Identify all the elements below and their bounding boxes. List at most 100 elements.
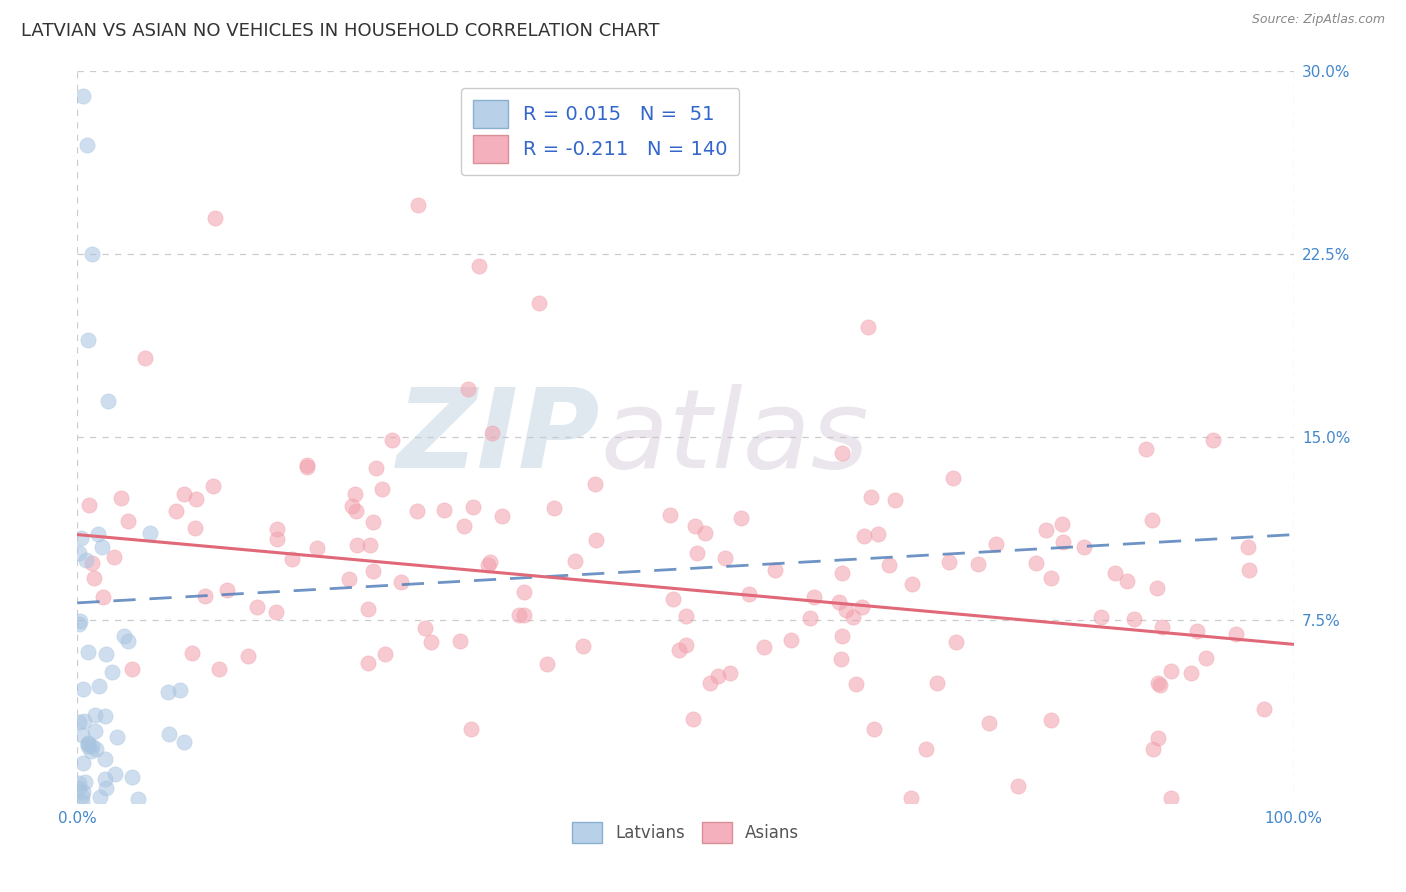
Text: atlas: atlas <box>600 384 869 491</box>
Point <box>201 479 224 493</box>
Point <box>101 665 124 679</box>
Point <box>835 603 858 617</box>
Point <box>117 633 139 648</box>
Point <box>72 728 94 742</box>
Point <box>94 781 117 796</box>
Point <box>718 666 741 681</box>
Point <box>361 515 384 529</box>
Point <box>89 790 111 805</box>
Legend: Latvians, Asians: Latvians, Asians <box>565 815 806 849</box>
Point <box>419 635 441 649</box>
Point <box>97 393 120 408</box>
Point <box>977 716 1000 731</box>
Point <box>1073 540 1095 554</box>
Point <box>77 333 100 347</box>
Point <box>357 657 380 671</box>
Point <box>346 504 368 518</box>
Point <box>763 563 786 577</box>
Point <box>1007 779 1029 793</box>
Point <box>381 433 404 447</box>
Point <box>1135 442 1157 456</box>
Point <box>356 601 378 615</box>
Point <box>860 490 883 504</box>
Point <box>90 540 112 554</box>
Point <box>1147 676 1170 690</box>
Point <box>83 723 105 738</box>
Point <box>346 538 368 552</box>
Point <box>884 493 907 508</box>
Point <box>1237 563 1260 577</box>
Point <box>477 558 499 572</box>
Point <box>668 643 690 657</box>
Point <box>1123 612 1146 626</box>
Point <box>966 557 988 571</box>
Point <box>1052 517 1074 532</box>
Point <box>72 88 94 103</box>
Point <box>453 518 475 533</box>
Point <box>460 723 482 737</box>
Point <box>1142 742 1164 756</box>
Point <box>406 504 429 518</box>
Point <box>828 594 851 608</box>
Point <box>529 296 551 310</box>
Point <box>1104 566 1126 580</box>
Point <box>73 714 96 728</box>
Point <box>1052 535 1074 549</box>
Point <box>70 531 93 545</box>
Point <box>104 767 127 781</box>
Point <box>830 652 852 666</box>
Point <box>157 727 180 741</box>
Point <box>72 756 94 770</box>
Point <box>714 551 737 566</box>
Point <box>433 502 456 516</box>
Point <box>925 676 948 690</box>
Point <box>572 639 595 653</box>
Point <box>683 518 706 533</box>
Point <box>73 775 96 789</box>
Point <box>901 576 924 591</box>
Point <box>266 522 288 536</box>
Point <box>1160 791 1182 805</box>
Point <box>856 320 879 334</box>
Point <box>94 647 117 661</box>
Point <box>449 634 471 648</box>
Point <box>77 737 100 751</box>
Point <box>845 677 868 691</box>
Point <box>69 615 91 629</box>
Point <box>84 708 107 723</box>
Point <box>165 503 187 517</box>
Point <box>80 556 103 570</box>
Point <box>693 525 716 540</box>
Point <box>938 556 960 570</box>
Point <box>583 477 606 491</box>
Point <box>121 662 143 676</box>
Point <box>184 491 207 506</box>
Point <box>134 351 156 365</box>
Point <box>1225 626 1247 640</box>
Point <box>675 609 697 624</box>
Point <box>77 645 100 659</box>
Point <box>841 610 863 624</box>
Point <box>945 635 967 649</box>
Point <box>117 514 139 528</box>
Text: ZIP: ZIP <box>396 384 600 491</box>
Point <box>94 772 117 786</box>
Point <box>89 679 111 693</box>
Point <box>67 776 90 790</box>
Point <box>513 585 536 599</box>
Point <box>1253 702 1275 716</box>
Point <box>83 571 105 585</box>
Point <box>236 649 259 664</box>
Point <box>110 491 132 505</box>
Point <box>266 533 288 547</box>
Point <box>215 582 238 597</box>
Point <box>67 781 90 796</box>
Point <box>194 590 217 604</box>
Point <box>463 500 485 514</box>
Point <box>307 541 329 555</box>
Point <box>699 676 721 690</box>
Point <box>93 708 115 723</box>
Point <box>72 785 94 799</box>
Point <box>406 198 429 212</box>
Point <box>105 731 128 745</box>
